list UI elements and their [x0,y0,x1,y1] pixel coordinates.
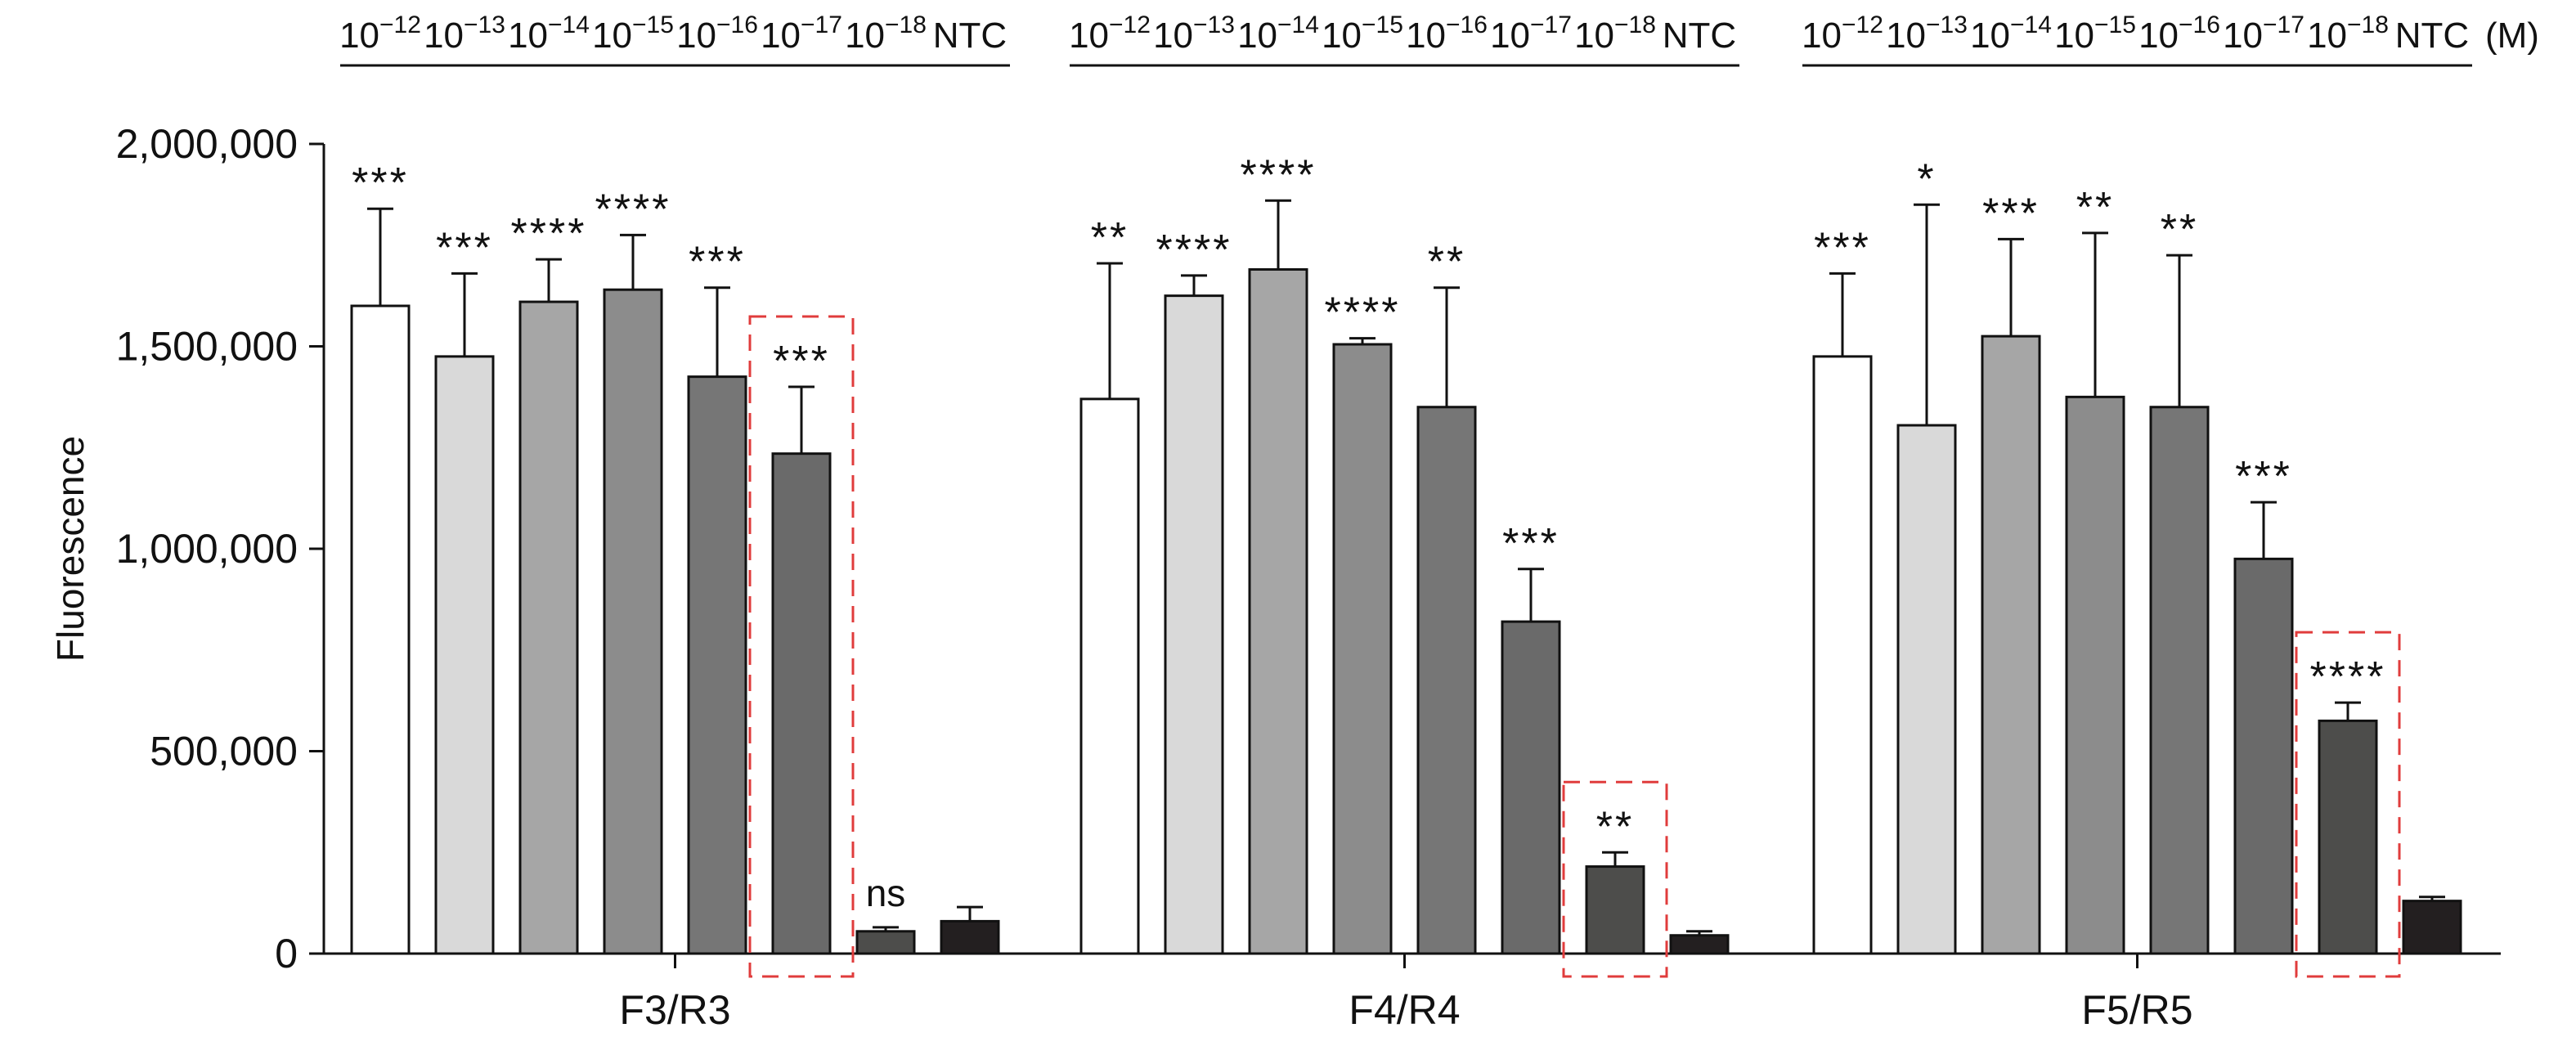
concentration-label: NTC [1663,16,1736,56]
bar [1585,865,1645,955]
y-tick-label: 2,000,000 [116,121,298,167]
bar [2402,900,2462,955]
bar [1164,294,1224,955]
highlight-box [1562,780,1668,978]
significance-label: **** [511,210,587,258]
significance-label: *** [1982,190,2040,237]
significance-label: *** [1502,520,1560,568]
concentration-label: 10−14 [1970,11,2052,56]
unit-label: (M) [2485,16,2539,56]
bar [1416,406,1477,955]
significance-label: ** [1596,803,1634,851]
bar [2065,395,2125,955]
significance-label: ** [1091,214,1129,262]
y-axis-label: Fluorescence [49,436,92,662]
significance-label: **** [595,186,671,233]
bar [1812,355,1873,955]
bar [771,452,832,955]
bar [350,304,411,955]
bar [855,930,916,955]
significance-label: ** [1428,239,1465,286]
y-tick-label: 0 [275,931,298,976]
bar [1669,934,1730,955]
concentration-label: 10−16 [1406,11,1488,56]
concentration-label: 10−15 [592,11,674,56]
concentration-label: 10−17 [1490,11,1572,56]
bar [603,288,663,955]
concentration-label: 10−15 [1322,11,1403,56]
concentration-label: 10−12 [1069,11,1151,56]
axes: Fluorescence 0 500,000 1,000,000 1,500,000 2… [49,121,2501,1033]
significance-label: *** [2235,453,2292,501]
concentration-label: 10−18 [2307,11,2389,56]
significance-label: ** [2161,206,2198,254]
significance-label: *** [689,239,746,286]
bar [1248,267,1308,955]
bar [2149,406,2210,955]
bar [518,300,579,955]
concentration-label: 10−17 [2223,11,2304,56]
significance-label: **** [1325,290,1401,337]
bar [1501,620,1561,955]
bar [1332,343,1393,955]
significance-label: *** [1814,224,1871,272]
significance-label: **** [2310,653,2386,701]
concentration-label: 10−18 [845,11,927,56]
concentration-label: 10−17 [761,11,842,56]
y-tick-label: 500,000 [150,729,298,774]
concentration-label: 10−14 [508,11,590,56]
y-tick-label: 1,000,000 [116,526,298,572]
y-tick-label: 1,500,000 [116,324,298,370]
significance-label: **** [1241,151,1317,199]
bar [1079,397,1140,955]
concentration-label: 10−18 [1574,11,1656,56]
concentration-label: 10−13 [1153,11,1235,56]
concentration-label: NTC [933,16,1007,56]
concentration-label: 10−12 [1802,11,1883,56]
concentration-label: 10−16 [676,11,758,56]
bar [940,919,1000,955]
concentration-label: 10−15 [2054,11,2136,56]
significance-label: **** [1156,227,1232,274]
highlight-box [2295,631,2401,978]
concentration-headers: 10−12 10−13 10−14 10−15 10−16 10−17 10−18 NTC 10… [339,11,2539,67]
bar [1981,334,2041,955]
concentration-label: 10−12 [339,11,421,56]
concentration-label: 10−13 [1886,11,1968,56]
bar [687,375,747,955]
bar [1896,424,1957,955]
significance-label: *** [436,224,493,272]
concentration-label: 10−13 [424,11,505,56]
bars [350,199,2462,955]
bar [434,355,495,955]
bar [2318,719,2378,955]
significance-label: *** [773,338,830,385]
significance-label: * [1917,155,1936,203]
group-label: F4/R4 [1349,987,1460,1033]
concentration-label: NTC [2395,16,2469,56]
concentration-label: 10−14 [1237,11,1319,56]
significance-label: ns [866,872,906,914]
bar [2233,557,2294,955]
significance-label: *** [352,159,409,207]
annotations: ****** **************ns** ****************… [352,151,2401,978]
concentration-label: 10−16 [2138,11,2220,56]
group-label: F3/R3 [619,987,730,1033]
significance-label: ** [2076,184,2114,231]
group-label: F5/R5 [2081,987,2192,1033]
highlight-box [748,315,855,978]
